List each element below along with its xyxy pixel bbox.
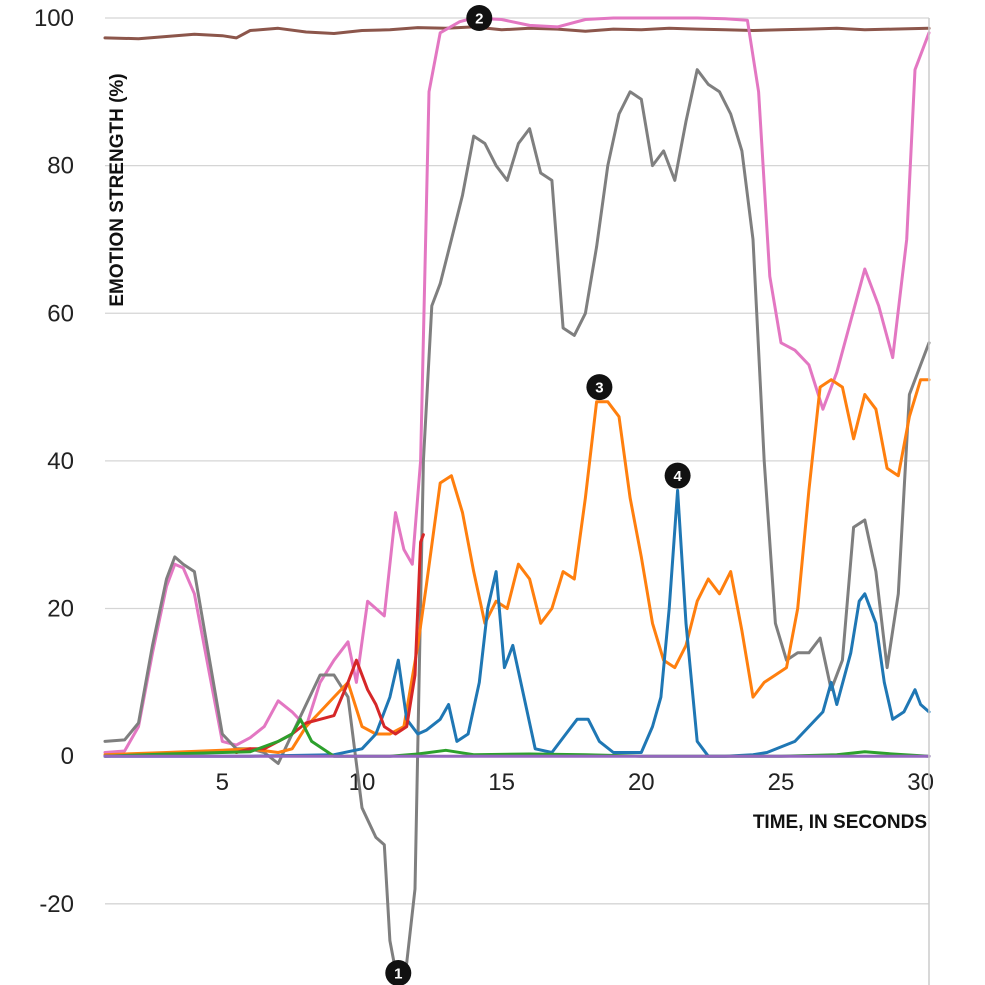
y-tick-label--20: -20	[39, 891, 74, 918]
y-tick-label-80: 80	[47, 153, 74, 180]
annotation-marker-3: 3	[586, 374, 613, 401]
annotation-marker-2: 2	[466, 5, 493, 31]
x-tick-label-25: 25	[768, 769, 795, 796]
x-tick-label-20: 20	[628, 769, 655, 796]
series-line-4	[103, 378, 931, 757]
annotation-number: 3	[595, 380, 603, 397]
series-line-3	[103, 68, 931, 985]
x-tick-label-30: 30	[907, 769, 934, 796]
x-tick-label-15: 15	[488, 769, 515, 796]
x-tick-label-5: 5	[216, 769, 229, 796]
y-tick-label-20: 20	[47, 596, 74, 623]
x-axis-title: TIME, IN SECONDS	[753, 812, 927, 833]
series-line-2	[103, 16, 931, 754]
annotation-dot	[586, 374, 613, 401]
annotation-dot	[385, 960, 412, 985]
annotation-dot	[664, 462, 691, 489]
y-tick-label-100: 100	[34, 5, 74, 32]
y-tick-labels: -20 0 20 40 60 80 100	[34, 5, 74, 918]
annotation-dot	[466, 5, 493, 31]
y-axis-title: EMOTION STRENGTH (%)	[107, 73, 128, 306]
y-tick-label-40: 40	[47, 448, 74, 475]
annotation-markers: 1 2 3 4	[385, 5, 691, 985]
y-tick-label-0: 0	[61, 743, 74, 770]
annotation-number: 1	[394, 966, 402, 983]
x-tick-labels: 5 10 15 20 25 30	[216, 769, 934, 796]
annotation-number: 2	[475, 11, 483, 28]
series-line-5	[103, 488, 931, 758]
y-tick-label-60: 60	[47, 300, 74, 327]
annotation-marker-4: 4	[664, 462, 691, 489]
series-line-1	[103, 25, 931, 41]
x-tick-label-10: 10	[349, 769, 376, 796]
series-lines	[103, 16, 931, 985]
annotation-marker-1: 1	[385, 960, 412, 985]
annotation-number: 4	[673, 468, 682, 485]
series-line-6	[234, 533, 425, 754]
